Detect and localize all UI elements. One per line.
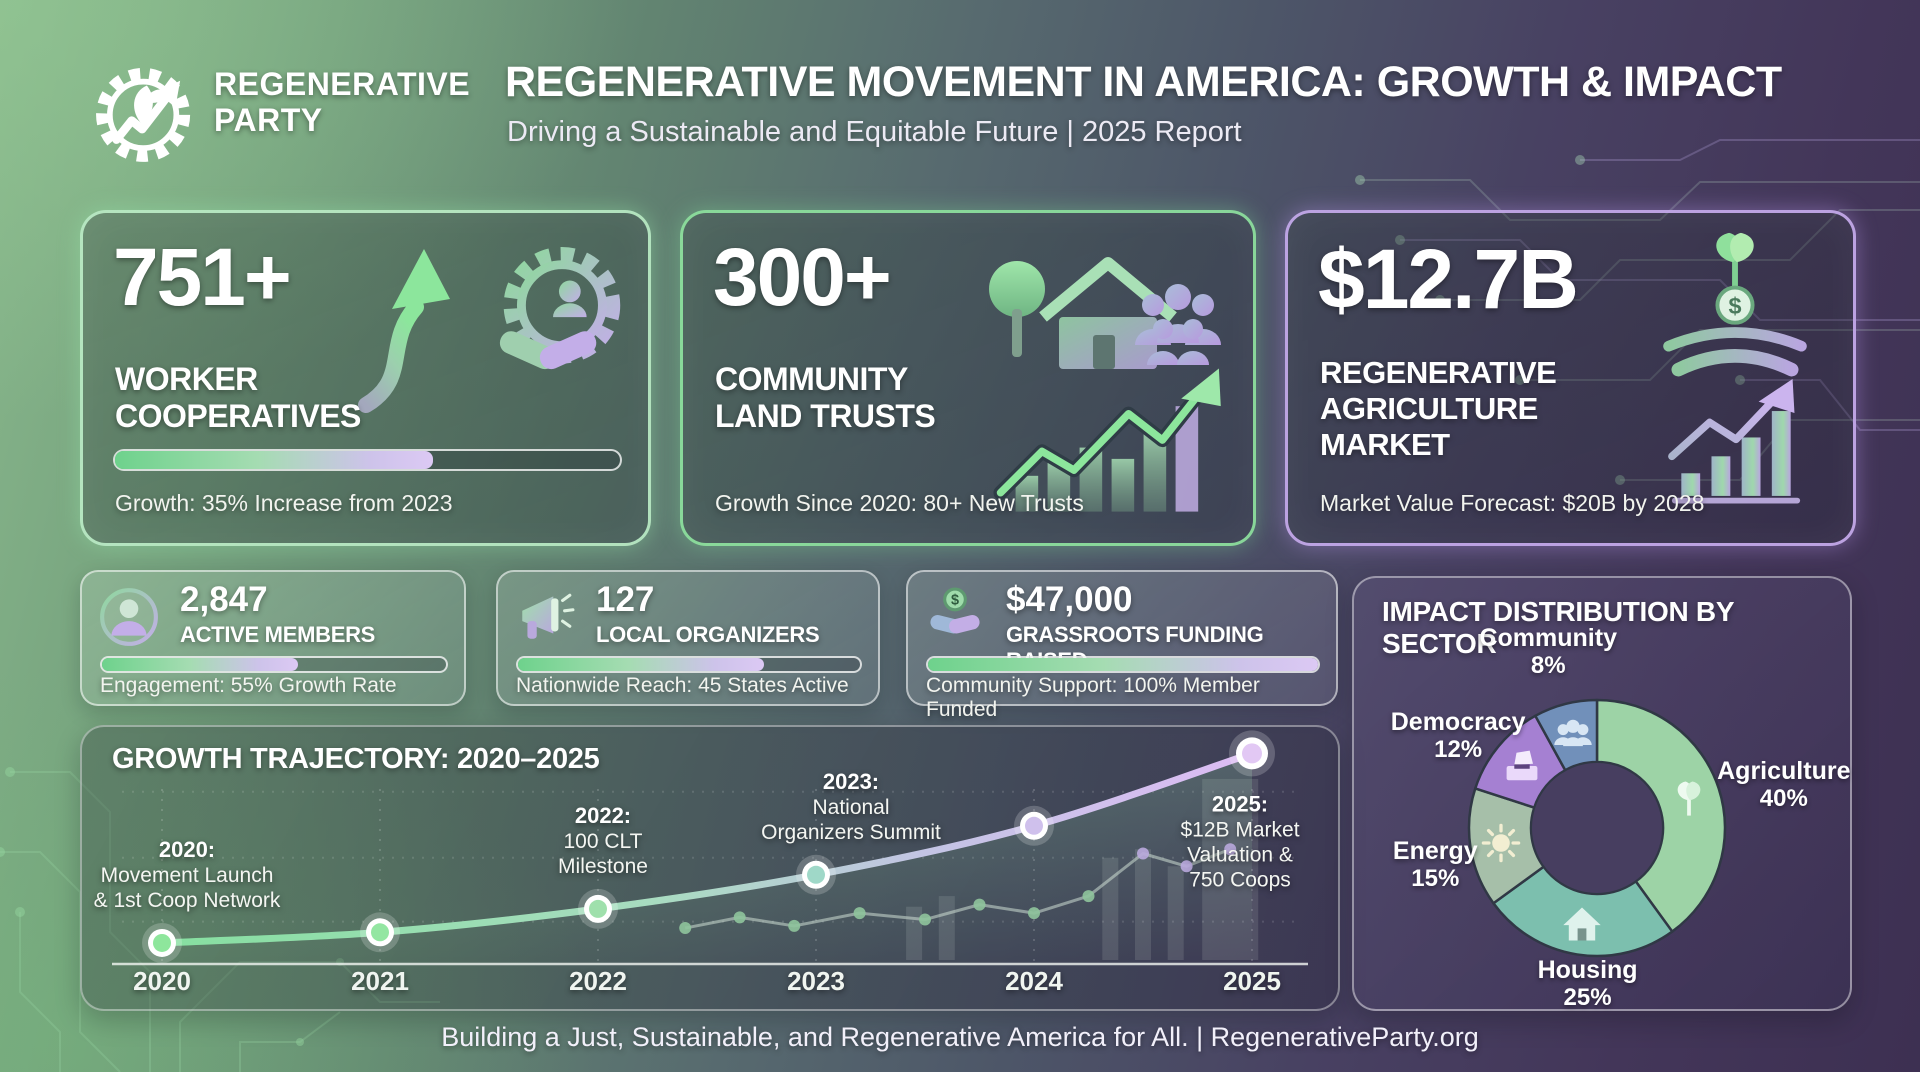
svg-text:2023: 2023 — [787, 966, 845, 996]
svg-text:Organizers Summit: Organizers Summit — [761, 821, 941, 844]
mini-label: LOCAL ORGANIZERS — [596, 622, 820, 647]
mini-card-active-members: 2,847 ACTIVE MEMBERS Engagement: 55% Gro… — [80, 570, 466, 706]
rising-chart-icon — [993, 368, 1221, 512]
mini-value: 127 — [596, 580, 655, 619]
megaphone-icon — [522, 593, 575, 639]
svg-text:$12B Market: $12B Market — [1180, 818, 1299, 841]
brand-name: REGENERATIVE PARTY — [214, 66, 470, 138]
svg-text:2025: 2025 — [1223, 966, 1281, 996]
stat-card-regenerative-agriculture-market: $12.7B $ REGENERATIVE AGRICULTURE MARKET… — [1285, 210, 1856, 546]
svg-text:2023:: 2023: — [823, 769, 879, 794]
sprout-coin-field-icon: $ — [1663, 232, 1807, 377]
svg-text:2020:: 2020: — [159, 837, 215, 862]
brand-line1: REGENERATIVE — [214, 66, 471, 102]
svg-text:Milestone: Milestone — [558, 855, 648, 878]
svg-text:2022:: 2022: — [575, 803, 631, 828]
stat-caption: Growth Since 2020: 80+ New Trusts — [715, 490, 1084, 516]
growth-trajectory-chart: 2020 2021 2022 2023 2024 2025 2020:Movement La… — [94, 730, 1308, 996]
growth-trajectory-panel: 2020 2021 2022 2023 2024 2025 2020: Movement La… — [80, 725, 1340, 1011]
footer-tagline: Building a Just, Sustainable, and Regene… — [441, 1022, 1479, 1052]
gear-handshake-icon — [499, 246, 621, 370]
svg-text:2025:: 2025: — [1212, 791, 1268, 816]
page-subtitle: Driving a Sustainable and Equitable Futu… — [507, 116, 1242, 148]
sun-icon — [1479, 821, 1523, 865]
brand-line2: PARTY — [214, 102, 323, 138]
growth-chart-title: GROWTH TRAJECTORY: 2020–2025 — [112, 743, 600, 775]
svg-text:National: National — [812, 796, 889, 819]
svg-text:2022: 2022 — [569, 966, 627, 996]
stat-caption: Market Value Forecast: $20B by 2028 — [1320, 490, 1705, 516]
growth-progress-bar — [113, 449, 622, 471]
stat-caption: Growth: 35% Increase from 2023 — [115, 490, 453, 516]
mini-card-grassroots-funding: $ $47,000 GRASSROOTS FUNDING RAISED Comm… — [906, 570, 1338, 721]
people-icon — [1551, 712, 1595, 756]
donut-label-agriculture: Agriculture 40% — [1717, 756, 1851, 812]
stat-value: $12.7B — [1318, 232, 1579, 326]
donut-label-energy: Energy 15% — [1392, 837, 1478, 893]
stat-value: 300+ — [713, 232, 892, 323]
svg-text:100 CLT: 100 CLT — [564, 830, 643, 853]
sprout-icon — [1667, 776, 1711, 820]
svg-text:Valuation &: Valuation & — [1187, 843, 1293, 866]
mini-label: ACTIVE MEMBERS — [180, 622, 376, 647]
svg-text:750 Coops: 750 Coops — [1189, 868, 1291, 891]
donut-label-housing: Housing 25% — [1537, 955, 1638, 1011]
mini-value: $47,000 — [1006, 580, 1133, 619]
mini-caption: Nationwide Reach: 45 States Active — [516, 674, 849, 697]
mini-caption: Engagement: 55% Growth Rate — [100, 674, 397, 697]
svg-text:2024: 2024 — [1005, 966, 1063, 996]
stat-card-worker-cooperatives: 751+ WORKER COOPERATIVES Growth: 35% Inc… — [80, 210, 651, 546]
svg-text:$: $ — [1728, 293, 1741, 319]
svg-text:& 1st Coop Network: & 1st Coop Network — [94, 889, 281, 912]
page-title: REGENERATIVE MOVEMENT IN AMERICA: GROWTH… — [505, 58, 1782, 106]
stat-value: 751+ — [113, 232, 292, 323]
mini-value: 2,847 — [180, 580, 268, 619]
regenerative-party-logo-icon — [96, 67, 191, 162]
stat-label: REGENERATIVE AGRICULTURE MARKET — [1320, 355, 1557, 462]
stat-label: WORKER COOPERATIVES — [115, 361, 361, 434]
reach-progress-bar — [516, 656, 862, 673]
stat-label: COMMUNITY LAND TRUSTS — [715, 361, 936, 434]
funding-progress-bar — [926, 656, 1320, 673]
house-icon — [1560, 902, 1604, 946]
mini-card-local-organizers: 127 LOCAL ORGANIZERS Nationwide Reach: 4… — [496, 570, 880, 706]
growth-arrow-icon — [358, 249, 450, 413]
svg-text:$: $ — [951, 593, 959, 609]
impact-chart-title: IMPACT DISTRIBUTION BY SECTOR — [1382, 596, 1734, 659]
market-growth-bars-icon — [1668, 379, 1801, 504]
svg-text:2021: 2021 — [351, 966, 409, 996]
donut-label-community: Community 8% — [1479, 623, 1617, 679]
ballot-box-icon — [1500, 744, 1544, 788]
impact-distribution-panel: IMPACT DISTRIBUTION BY SECTOR Agricultur… — [1352, 576, 1852, 1011]
donut-label-democracy: Democracy 12% — [1390, 708, 1526, 764]
svg-text:Movement Launch: Movement Launch — [101, 864, 274, 887]
community-land-icon — [989, 257, 1221, 369]
engagement-progress-bar — [100, 656, 448, 673]
mini-caption: Community Support: 100% Member Funded — [926, 674, 1260, 721]
stat-card-community-land-trusts: 300+ — [680, 210, 1256, 546]
svg-text:2020: 2020 — [133, 966, 191, 996]
person-icon — [100, 588, 158, 646]
handshake-icon: $ — [930, 587, 980, 634]
